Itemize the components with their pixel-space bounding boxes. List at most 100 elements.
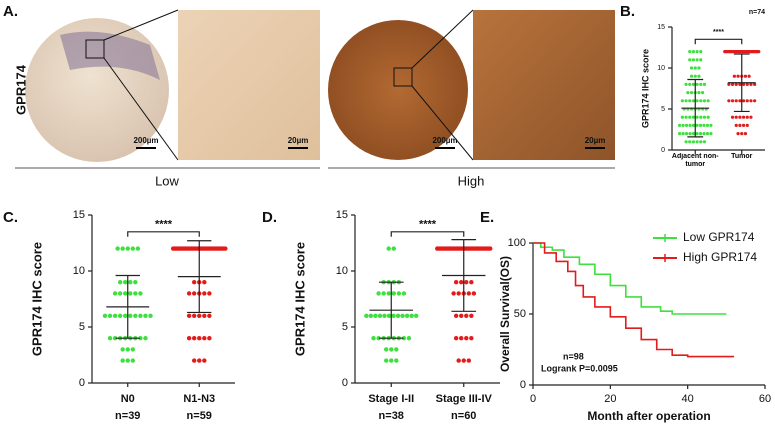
data-dot xyxy=(376,336,381,341)
y-tick-label: 5 xyxy=(661,106,665,113)
panel-label: A. xyxy=(3,3,18,20)
data-dot xyxy=(130,347,136,352)
significance-bracket xyxy=(694,38,743,45)
data-dot xyxy=(401,336,407,341)
data-dot xyxy=(371,336,376,341)
data-dot xyxy=(757,50,761,54)
data-dot xyxy=(128,291,133,296)
epithelium xyxy=(60,31,160,81)
data-dot xyxy=(688,50,692,54)
data-dot xyxy=(741,99,746,103)
data-dot xyxy=(115,246,120,251)
data-dot xyxy=(117,313,123,318)
y-axis-label: GPR174 IHC score xyxy=(292,242,307,356)
data-dot xyxy=(684,115,688,119)
data-dot xyxy=(197,313,202,318)
data-dot xyxy=(691,82,696,86)
data-dot xyxy=(207,336,212,341)
data-dot xyxy=(202,358,207,363)
data-dot xyxy=(471,291,477,296)
zoom-box xyxy=(85,39,105,59)
x-axis-label: Month after operation xyxy=(587,409,710,423)
data-dot xyxy=(394,358,399,363)
x-tick-label: Stage I-II xyxy=(368,393,414,405)
zoom-line xyxy=(103,57,179,161)
data-dot xyxy=(695,58,699,62)
data-dot xyxy=(741,82,746,86)
data-dot xyxy=(680,99,684,103)
data-dot xyxy=(688,140,692,144)
data-dot xyxy=(130,358,136,363)
data-dot xyxy=(699,82,703,86)
data-dot xyxy=(453,280,459,285)
data-dot xyxy=(689,91,694,95)
data-dot xyxy=(377,313,383,318)
data-dot xyxy=(709,123,713,127)
x-tick-label: Adjacent non- tumor xyxy=(671,153,719,168)
data-dot xyxy=(197,358,202,363)
y-tick-label: 0 xyxy=(661,147,665,154)
data-dot xyxy=(681,123,685,127)
data-dot xyxy=(702,82,707,86)
significance-bracket xyxy=(390,231,465,237)
data-dot xyxy=(223,246,228,251)
y-tick-label: 5 xyxy=(79,321,85,333)
data-dot xyxy=(125,347,130,352)
data-dot xyxy=(691,123,696,127)
data-dot xyxy=(747,74,751,78)
data-dot xyxy=(461,358,466,363)
data-dot xyxy=(123,280,128,285)
data-dot xyxy=(702,115,707,119)
data-dot xyxy=(464,336,469,341)
data-dot xyxy=(381,291,386,296)
data-dot xyxy=(112,313,118,318)
data-dot xyxy=(191,280,197,285)
data-dot xyxy=(732,74,736,78)
sample-size: n=39 xyxy=(115,410,140,422)
data-dot xyxy=(207,313,212,318)
data-dot xyxy=(459,336,464,341)
x-tick-label: N0 xyxy=(121,393,135,405)
scale-label: 20µm xyxy=(585,136,606,145)
significance-label: **** xyxy=(419,219,437,231)
data-dot xyxy=(695,132,699,136)
data-dot xyxy=(191,358,197,363)
data-dot xyxy=(734,123,738,127)
data-dot xyxy=(456,291,461,296)
data-dot xyxy=(702,132,706,136)
y-tick-label: 0 xyxy=(342,377,348,389)
data-dot xyxy=(684,123,689,127)
data-dot xyxy=(368,313,374,318)
data-dot xyxy=(364,313,369,318)
data-dot xyxy=(749,82,753,86)
data-dot xyxy=(391,313,396,318)
annotation: n=98 xyxy=(563,351,584,361)
y-tick-label: 50 xyxy=(514,308,526,320)
data-dot xyxy=(702,123,706,127)
data-dot xyxy=(688,58,692,62)
data-dot xyxy=(395,313,401,318)
data-dot xyxy=(102,313,108,318)
data-dot xyxy=(451,291,456,296)
data-dot xyxy=(382,313,387,318)
zoom-line xyxy=(103,9,179,41)
data-dot xyxy=(488,246,493,251)
data-dot xyxy=(693,74,697,78)
data-dot xyxy=(117,280,123,285)
data-dot xyxy=(727,82,731,86)
data-dot xyxy=(738,82,742,86)
data-dot xyxy=(391,246,396,251)
tissue-core-high xyxy=(328,20,468,160)
significance-label: **** xyxy=(155,219,173,231)
data-dot xyxy=(695,99,699,103)
data-dot xyxy=(698,132,703,136)
data-dot xyxy=(138,313,143,318)
data-dot xyxy=(695,123,699,127)
data-dot xyxy=(186,291,192,296)
data-dot xyxy=(112,336,118,341)
data-dot xyxy=(128,313,133,318)
x-tick-label: N1-N3 xyxy=(183,393,215,405)
data-dot xyxy=(738,115,742,119)
data-dot xyxy=(749,99,753,103)
data-dot xyxy=(373,313,378,318)
